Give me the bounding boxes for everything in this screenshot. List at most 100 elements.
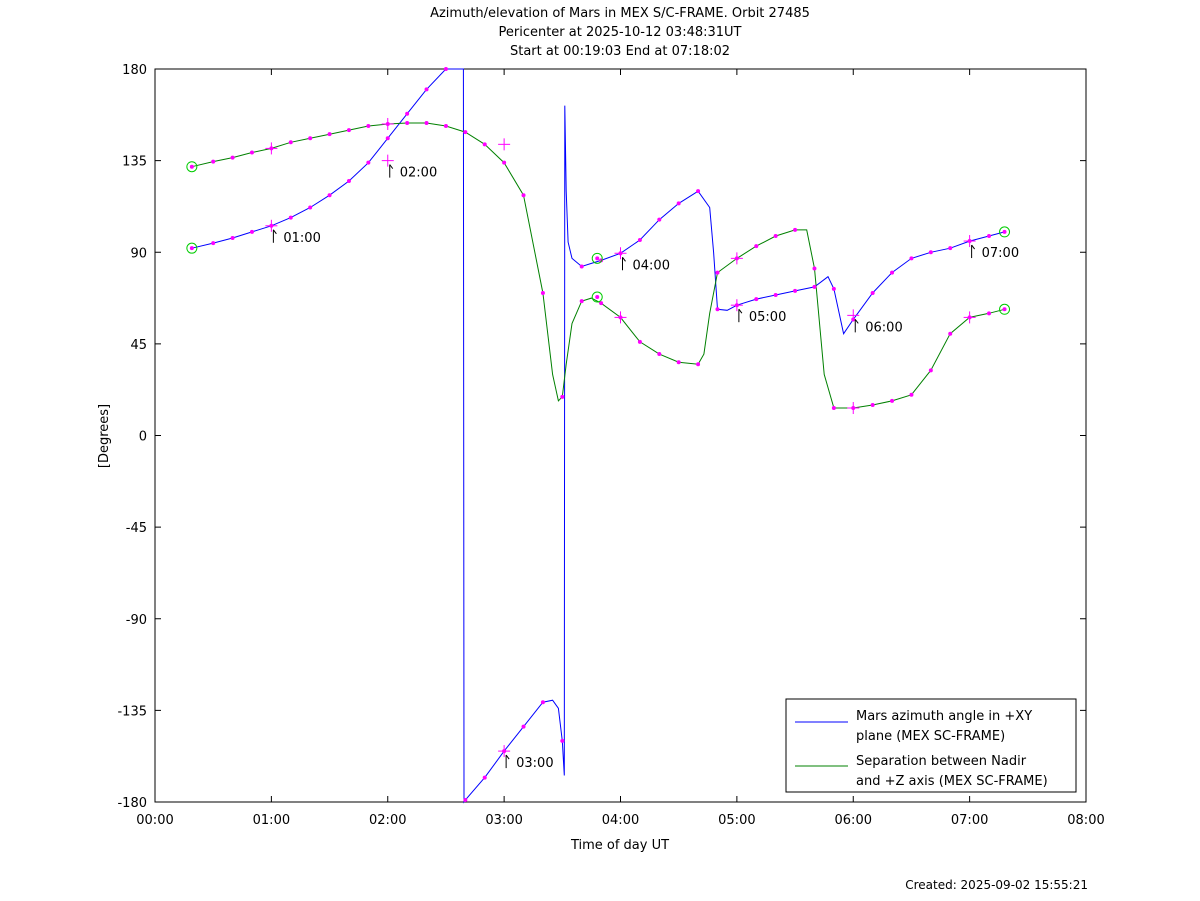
data-point-dot: [676, 201, 681, 206]
x-tick-label: 01:00: [253, 813, 290, 828]
endpoint-dot: [189, 164, 194, 169]
data-point-dot: [540, 700, 545, 705]
data-point-dot: [696, 362, 701, 367]
endpoint-circle-marker: [591, 291, 603, 303]
x-tick-label: 08:00: [1067, 813, 1104, 828]
chart-title-line-2: Pericenter at 2025-10-12 03:48:31UT: [498, 25, 742, 40]
x-tick-label: 06:00: [835, 813, 872, 828]
hour-annotation: 02:00: [389, 164, 437, 181]
hour-annotation: 06:00: [854, 319, 903, 335]
data-point-dot: [424, 120, 429, 125]
data-point-dot: [346, 128, 351, 133]
data-point-dot: [831, 286, 836, 291]
chart-title-line-1: Azimuth/elevation of Mars in MEX S/C-FRA…: [430, 6, 810, 21]
data-point-dot: [482, 775, 487, 780]
endpoint-circle-marker: [999, 303, 1011, 315]
data-point-dot: [521, 193, 526, 198]
data-point-dot: [560, 738, 565, 743]
data-point-dot: [288, 140, 293, 145]
hour-cross-marker: [498, 745, 511, 758]
data-point-dot: [831, 406, 836, 411]
hour-cross-marker: [730, 299, 743, 312]
hour-cross-marker: [963, 311, 976, 324]
data-point-dot: [637, 238, 642, 243]
data-point-dot: [657, 352, 662, 357]
hour-cross-marker: [381, 154, 394, 167]
series-layer: [191, 68, 1005, 804]
data-point-dot: [249, 229, 254, 234]
data-point-dot: [773, 233, 778, 238]
endpoint-circle-marker: [186, 242, 198, 254]
y-tick-label: 45: [130, 338, 147, 353]
endpoint-dot: [189, 246, 194, 251]
hour-annotation-label: 01:00: [283, 231, 320, 246]
endpoint-circle-marker: [186, 161, 198, 173]
x-axis-label: Time of day UT: [570, 838, 669, 853]
data-point-dot: [987, 311, 992, 316]
data-point-dot: [637, 339, 642, 344]
data-point-dot: [288, 215, 293, 220]
data-point-dot: [754, 297, 759, 302]
endpoint-circle-marker: [591, 252, 603, 264]
data-point-dot: [405, 120, 410, 125]
data-point-dot: [812, 284, 817, 289]
y-tick-label: -90: [126, 613, 147, 628]
y-tick-label: 0: [139, 430, 147, 445]
hour-cross-marker: [963, 235, 976, 248]
data-point-dot: [463, 130, 468, 135]
endpoint-circle-marker: [999, 226, 1011, 238]
data-point-dot: [308, 136, 313, 141]
legend-label-separation-line-1: Separation between Nadir: [856, 754, 1027, 769]
endpoint-dot: [1002, 229, 1007, 234]
y-tick-label: -135: [117, 704, 147, 719]
y-axis-label: [Degrees]: [97, 404, 112, 468]
legend-box: [785, 698, 1077, 793]
data-point-dot: [443, 67, 448, 71]
hour-annotation: 07:00: [971, 244, 1019, 261]
data-point-dot: [909, 256, 914, 261]
data-point-dot: [890, 398, 895, 403]
hour-cross-marker: [265, 219, 278, 232]
legend-label-separation-line-2: and +Z axis (MEX SC-FRAME): [856, 774, 1048, 789]
data-point-dot: [579, 264, 584, 269]
data-point-dot: [870, 290, 875, 295]
data-point-dot: [211, 241, 216, 246]
hour-cross-marker: [847, 309, 860, 322]
hour-annotation: 01:00: [272, 229, 321, 246]
data-point-dot: [793, 227, 798, 232]
hour-annotation-label: 03:00: [516, 756, 553, 771]
y-tick-label: -180: [117, 796, 147, 811]
x-tick-label: 04:00: [602, 813, 639, 828]
hour-cross-marker: [498, 138, 511, 151]
x-tick-label: 00:00: [136, 813, 173, 828]
y-tick-label: 180: [122, 63, 147, 78]
data-point-dot: [890, 270, 895, 275]
data-point-dot: [424, 87, 429, 92]
data-point-dot: [870, 402, 875, 407]
data-point-dot: [366, 124, 371, 129]
endpoint-dot: [1002, 307, 1007, 312]
hour-cross-marker: [614, 311, 627, 324]
x-tick-label: 05:00: [718, 813, 755, 828]
hour-annotation-label: 05:00: [749, 310, 786, 325]
hour-cross-marker: [730, 252, 743, 265]
data-point-dot: [502, 160, 507, 165]
endpoint-dot: [595, 256, 600, 261]
hour-annotation-label: 02:00: [400, 166, 437, 181]
data-point-dot: [909, 392, 914, 397]
series-line-azimuth: [191, 68, 1005, 804]
hour-annotation-label: 06:00: [865, 320, 902, 335]
data-point-dot: [521, 724, 526, 729]
data-point-dot: [579, 299, 584, 304]
legend-label-azimuth-line-2: plane (MEX SC-FRAME): [856, 729, 1005, 744]
hour-annotation-label: 07:00: [982, 246, 1019, 261]
data-point-dot: [676, 360, 681, 365]
created-timestamp: Created: 2025-09-02 15:55:21: [905, 878, 1088, 892]
data-point-dot: [599, 301, 604, 306]
data-point-dot: [696, 189, 701, 194]
data-point-dot: [657, 217, 662, 222]
hour-cross-marker: [381, 117, 394, 130]
y-tick-label: -45: [126, 521, 147, 536]
data-point-dot: [249, 150, 254, 155]
data-point-dot: [812, 266, 817, 271]
